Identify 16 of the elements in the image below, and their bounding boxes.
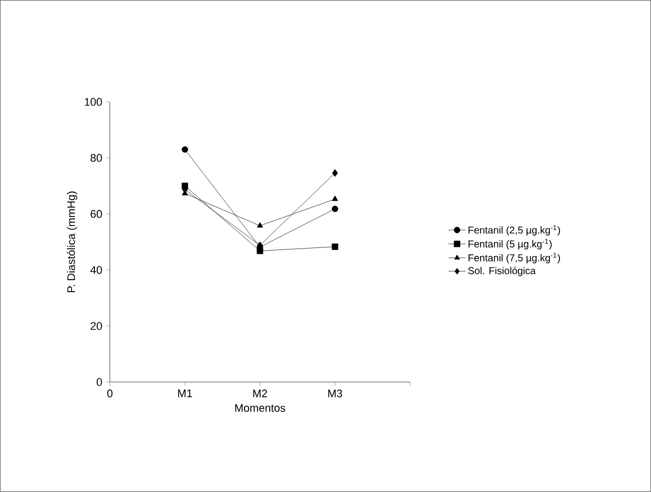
y-tick-label: 60 (90, 210, 102, 218)
legend-label: Sol. Fisiológica (468, 266, 536, 276)
y-tick-label: 0 (96, 378, 102, 386)
x-tick-label: M3 (328, 390, 342, 398)
y-axis-title: P. Diastólica (mmHg) (66, 192, 78, 292)
x-axis-title: Momentos (235, 404, 286, 412)
x-tick-label: M1 (178, 390, 192, 398)
y-tick-label: 20 (90, 322, 102, 330)
x-tick-label: 0 (107, 390, 112, 398)
y-tick-label: 80 (90, 154, 102, 162)
x-tick-label: M2 (253, 390, 268, 398)
legend-label: Fentanil (5 µg.kg$^{-1}$) (468, 239, 552, 250)
y-tick-label: 40 (90, 266, 102, 274)
legend-label: Fentanil (7,5 µg.kg$^{-1}$) (468, 252, 560, 264)
y-tick-label: 100 (84, 98, 102, 106)
legend-label: Fentanil (2,5 µg.kg$^{-1}$) (468, 225, 560, 236)
